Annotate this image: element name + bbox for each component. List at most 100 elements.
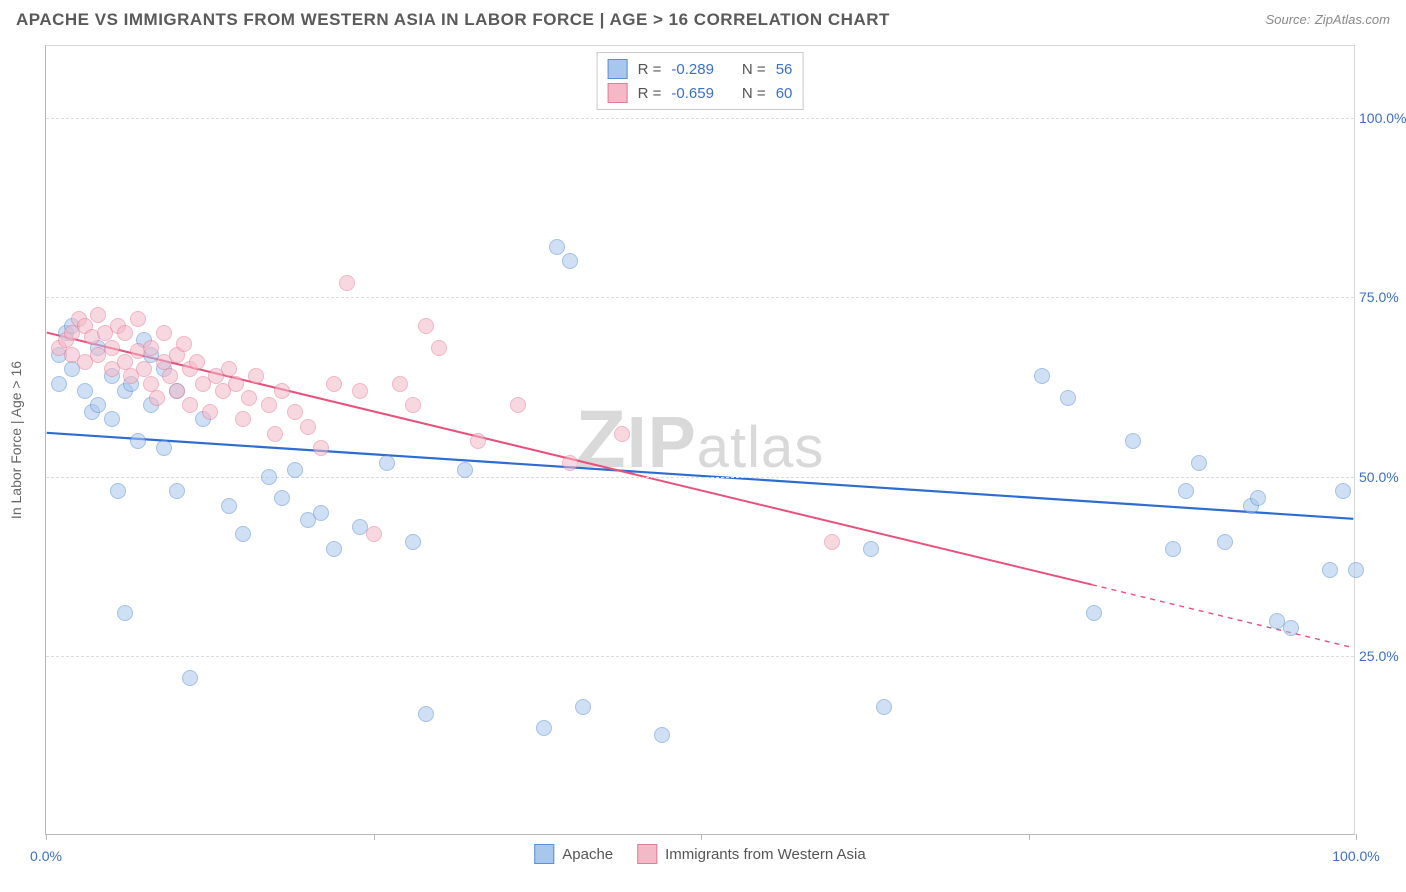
data-point xyxy=(202,404,218,420)
data-point xyxy=(313,505,329,521)
legend-swatch xyxy=(608,83,628,103)
data-point xyxy=(182,670,198,686)
y-tick-label: 25.0% xyxy=(1359,648,1406,664)
legend-swatch xyxy=(534,844,554,864)
data-point xyxy=(379,455,395,471)
chart-title: APACHE VS IMMIGRANTS FROM WESTERN ASIA I… xyxy=(16,10,890,30)
data-point xyxy=(562,455,578,471)
r-value: -0.659 xyxy=(671,85,714,102)
gridline xyxy=(46,118,1354,119)
data-point xyxy=(549,239,565,255)
data-point xyxy=(339,275,355,291)
data-point xyxy=(876,699,892,715)
legend-row: R = -0.659 N = 60 xyxy=(608,81,793,105)
y-tick-label: 75.0% xyxy=(1359,289,1406,305)
x-tick xyxy=(46,834,47,840)
data-point xyxy=(405,397,421,413)
data-point xyxy=(1322,562,1338,578)
y-tick-label: 50.0% xyxy=(1359,469,1406,485)
data-point xyxy=(143,340,159,356)
data-point xyxy=(418,318,434,334)
data-point xyxy=(261,397,277,413)
data-point xyxy=(418,706,434,722)
legend-row: R = -0.289 N = 56 xyxy=(608,57,793,81)
r-label: R = xyxy=(638,61,662,78)
data-point xyxy=(326,376,342,392)
data-point xyxy=(130,311,146,327)
data-point xyxy=(1165,541,1181,557)
source-name: ZipAtlas.com xyxy=(1315,12,1390,27)
gridline xyxy=(46,297,1354,298)
data-point xyxy=(300,419,316,435)
data-point xyxy=(90,397,106,413)
data-point xyxy=(1283,620,1299,636)
data-point xyxy=(366,526,382,542)
source-label: Source: xyxy=(1266,12,1311,27)
data-point xyxy=(90,307,106,323)
data-point xyxy=(267,426,283,442)
data-point xyxy=(149,390,165,406)
y-axis-label: In Labor Force | Age > 16 xyxy=(8,361,24,519)
legend-swatch xyxy=(608,59,628,79)
data-point xyxy=(274,383,290,399)
data-point xyxy=(117,325,133,341)
data-point xyxy=(110,483,126,499)
data-point xyxy=(470,433,486,449)
data-point xyxy=(228,376,244,392)
data-point xyxy=(1217,534,1233,550)
data-point xyxy=(1086,605,1102,621)
data-point xyxy=(104,340,120,356)
data-point xyxy=(51,376,67,392)
x-tick-label: 0.0% xyxy=(30,848,62,864)
x-tick xyxy=(1356,834,1357,840)
legend-bottom-item: Immigrants from Western Asia xyxy=(637,844,866,864)
data-point xyxy=(156,440,172,456)
data-point xyxy=(575,699,591,715)
n-value: 56 xyxy=(776,61,793,78)
n-label: N = xyxy=(742,85,766,102)
data-point xyxy=(457,462,473,478)
data-point xyxy=(182,397,198,413)
data-point xyxy=(326,541,342,557)
x-tick-label: 100.0% xyxy=(1332,848,1379,864)
legend-label: Apache xyxy=(562,846,613,863)
gridline xyxy=(46,477,1354,478)
chart-plot-area: In Labor Force | Age > 16 ZIPatlas R =-0… xyxy=(45,45,1355,835)
data-point xyxy=(130,433,146,449)
data-point xyxy=(431,340,447,356)
data-point xyxy=(510,397,526,413)
trend-line-dashed xyxy=(1092,585,1353,648)
data-point xyxy=(241,390,257,406)
data-point xyxy=(863,541,879,557)
data-point xyxy=(248,368,264,384)
legend-label: Immigrants from Western Asia xyxy=(665,846,866,863)
r-label: R = xyxy=(638,85,662,102)
data-point xyxy=(169,383,185,399)
data-point xyxy=(1125,433,1141,449)
data-point xyxy=(824,534,840,550)
trend-lines-layer xyxy=(46,46,1354,834)
data-point xyxy=(169,483,185,499)
data-point xyxy=(274,490,290,506)
data-point xyxy=(1191,455,1207,471)
data-point xyxy=(1250,490,1266,506)
n-label: N = xyxy=(742,61,766,78)
data-point xyxy=(287,462,303,478)
x-tick xyxy=(701,834,702,840)
data-point xyxy=(235,411,251,427)
data-point xyxy=(104,411,120,427)
y-tick-label: 100.0% xyxy=(1359,110,1406,126)
legend-bottom-item: Apache xyxy=(534,844,613,864)
gridline xyxy=(46,656,1354,657)
data-point xyxy=(156,325,172,341)
data-point xyxy=(235,526,251,542)
data-point xyxy=(313,440,329,456)
data-point xyxy=(1178,483,1194,499)
data-point xyxy=(221,498,237,514)
data-point xyxy=(1335,483,1351,499)
data-point xyxy=(1060,390,1076,406)
x-tick xyxy=(374,834,375,840)
n-value: 60 xyxy=(776,85,793,102)
data-point xyxy=(77,383,93,399)
r-value: -0.289 xyxy=(671,61,714,78)
